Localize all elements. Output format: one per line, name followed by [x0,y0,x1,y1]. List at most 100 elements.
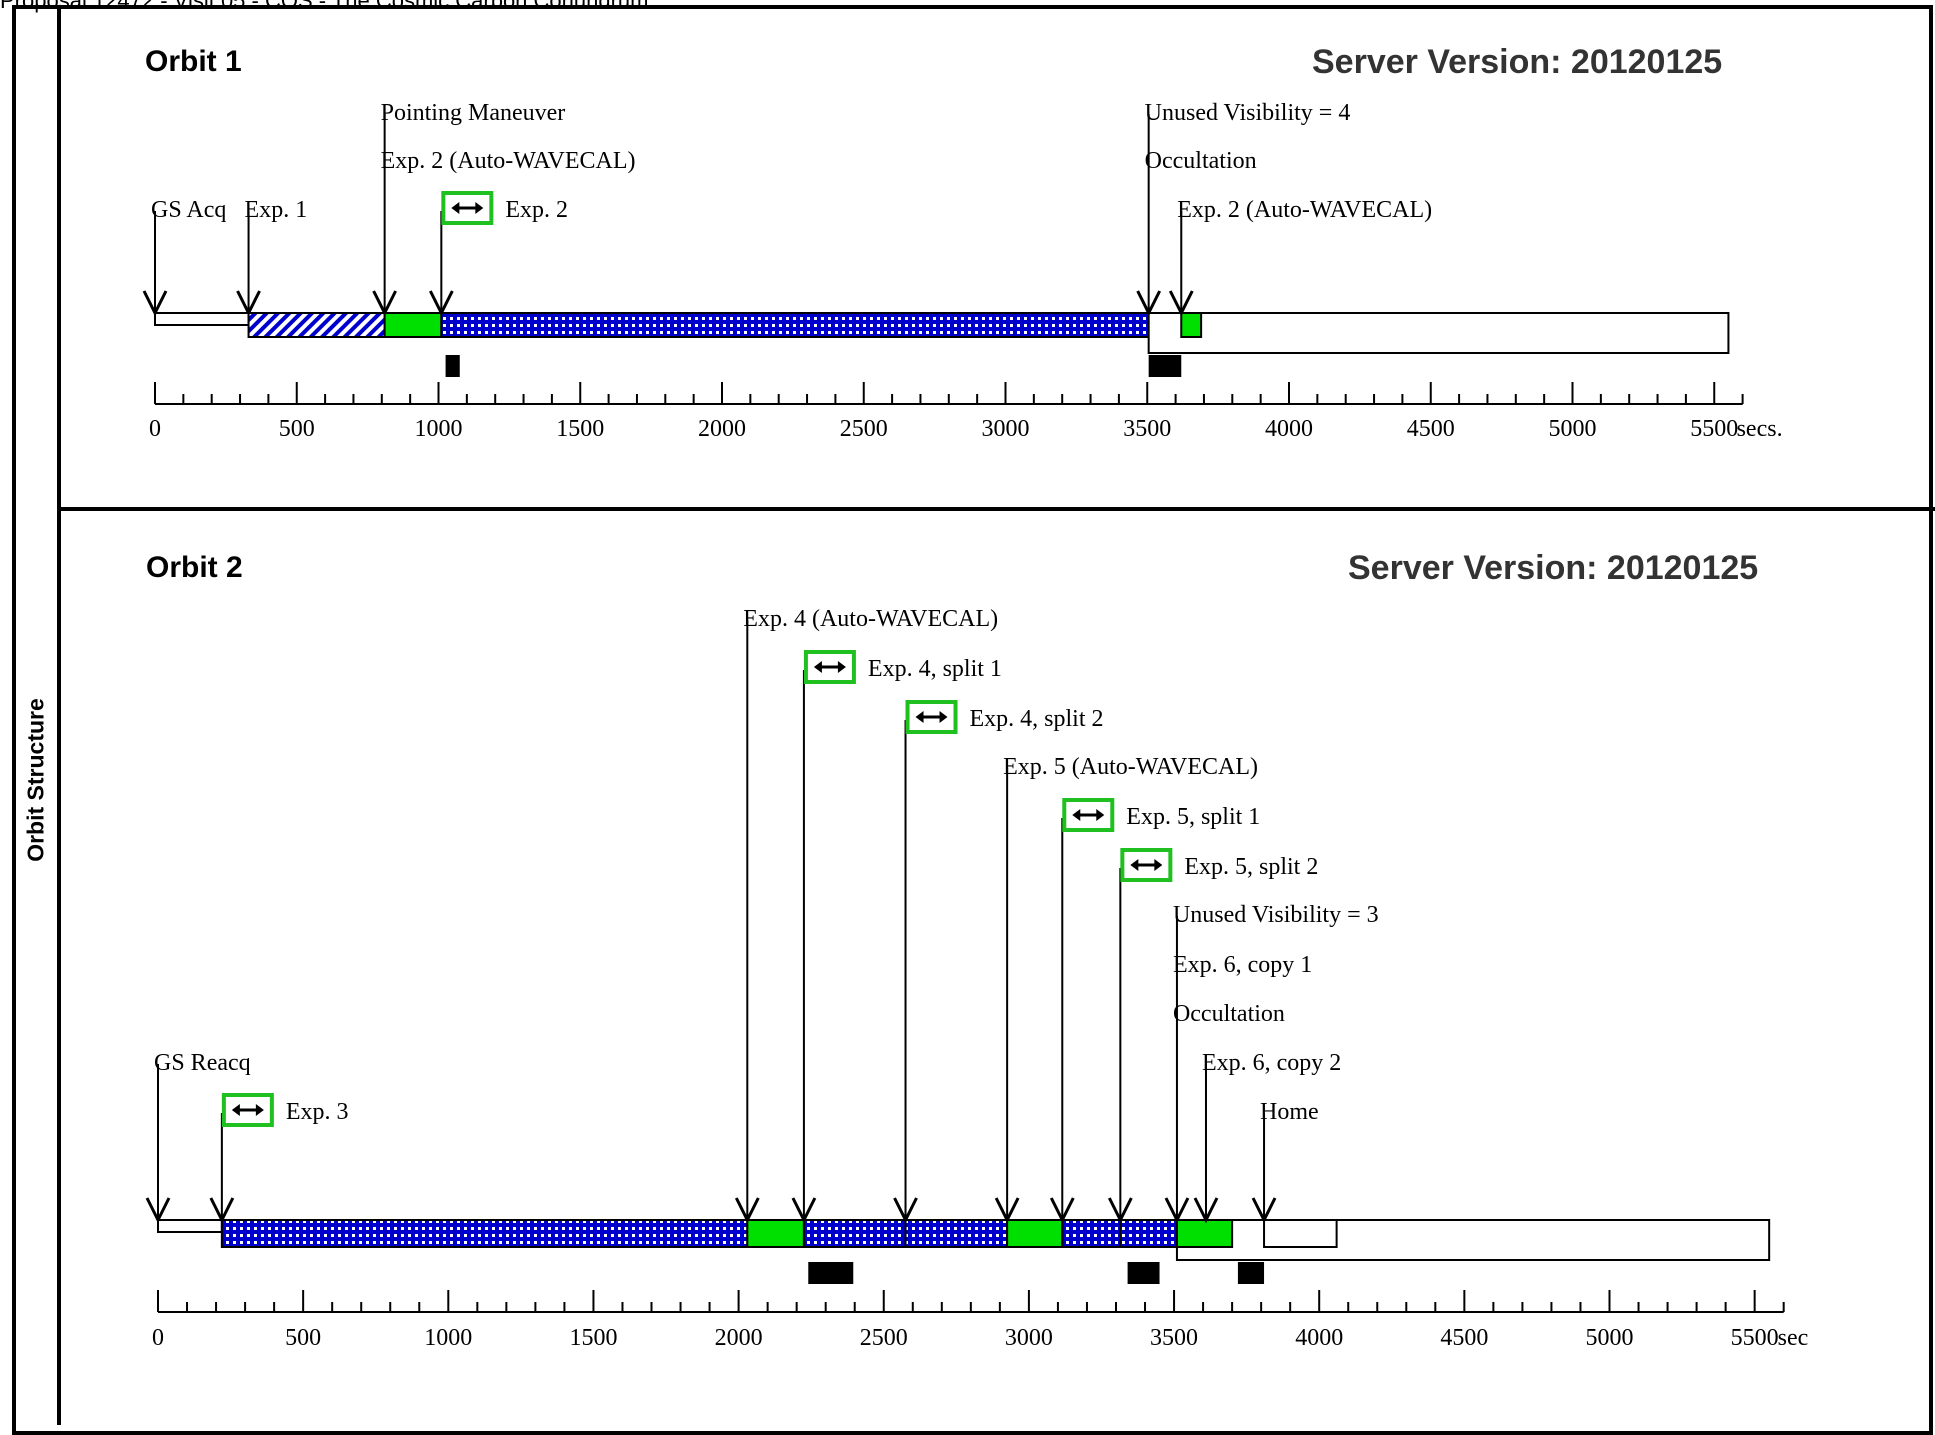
event-label: Exp. 4 (Auto-WAVECAL) [743,606,998,632]
tick-label: 5000 [1586,1325,1634,1351]
orbit-1-timeline: 0 500 1000 1500 2000 2500 3000 3500 4000 4500 5000… [142,100,1783,442]
split-arrow-left [1130,859,1139,871]
tick-label: 0 [152,1325,164,1351]
exposure-dotted-segment [1061,1219,1122,1248]
event-label: Pointing Maneuver [381,100,566,126]
event-label: Unused Visibility = 4 [1145,100,1351,126]
orbit-1-server-version: Server Version: 20120125 [1312,43,1723,81]
guide-star-hatched-segment [247,312,386,338]
event-label: Exp. 5, split 2 [1184,854,1318,880]
tick-label: 2500 [840,416,888,442]
wavecal-green-segment [383,312,443,338]
wavecal-green-segment [1006,1219,1064,1248]
event-arrow-icon [791,1197,817,1224]
overhead-block [1127,1262,1160,1284]
split-arrow-left [1072,809,1081,821]
tick-label: 1500 [556,416,604,442]
event-label: Exp. 6, copy 1 [1173,952,1312,978]
event-label: Home [1260,1099,1319,1125]
tick-label: 500 [279,416,315,442]
split-arrow-left [451,202,460,214]
event-label: Exp. 2 [505,197,568,223]
event-arrow-icon [372,290,397,317]
split-arrow-right [1096,809,1105,821]
exposure-dotted-segment [220,1219,749,1248]
split-arrow-right [939,711,948,723]
tick-label: 1500 [569,1325,617,1351]
tick-label: 1000 [415,416,463,442]
tick-label: 2000 [698,416,746,442]
unused-visibility-segment [1147,312,1730,354]
event-label: Exp. 2 (Auto-WAVECAL) [381,148,636,174]
axis-unit-label: sec [1778,1325,1809,1351]
event-arrow-icon [1168,290,1194,317]
orbit-1-title: Orbit 1 [145,45,242,78]
event-label: Exp. 3 [286,1099,349,1125]
idle-segment [154,312,250,326]
tick-label: 4500 [1407,416,1455,442]
event-arrow-icon [209,1197,235,1224]
event-arrow-icon [1251,1197,1277,1224]
event-label: Exp. 5 (Auto-WAVECAL) [1003,754,1258,780]
event-arrow-icon [994,1197,1020,1224]
event-label: Exp. 2 (Auto-WAVECAL) [1177,197,1432,223]
tick-label: 5500 [1690,416,1738,442]
overhead-block [808,1262,854,1284]
event-label: Exp. 1 [245,197,308,223]
tick-label: 3500 [1150,1325,1198,1351]
overhead-block [445,355,460,377]
wavecal-green-segment [1180,312,1203,338]
event-label: Exp. 5, split 1 [1126,804,1260,830]
idle-segment [157,1219,223,1233]
row-divider [57,507,1935,511]
exposure-dotted-segment [440,312,1150,338]
split-arrow-left [231,1104,240,1116]
split-arrow-right [837,661,846,673]
orbit-2-server-version: Server Version: 20120125 [1348,549,1759,587]
event-label: GS Acq [151,197,226,223]
event-arrow-icon [1136,290,1162,317]
event-label: GS Reacq [154,1050,251,1076]
event-arrow-icon [145,1197,171,1224]
tick-label: 2500 [860,1325,908,1351]
tick-label: 1000 [424,1325,472,1351]
tick-label: 500 [285,1325,321,1351]
event-arrow-icon [236,290,261,317]
split-arrow-left [915,711,924,723]
event-label: Occultation [1173,1001,1285,1027]
event-label: Unused Visibility = 3 [1173,902,1379,928]
tick-label: 4000 [1265,416,1313,442]
event-arrow-icon [1193,1197,1219,1224]
tick-label: 3000 [982,416,1030,442]
split-arrow-right [1154,859,1163,871]
axis-unit-label: secs. [1737,416,1783,442]
wavecal-green-segment [1175,1219,1234,1248]
exposure-dotted-segment [802,1219,907,1248]
event-label: Exp. 4, split 2 [970,706,1104,732]
event-arrow-icon [1108,1197,1133,1224]
wavecal-green-segment [746,1219,805,1248]
split-arrow-left [813,661,822,673]
split-arrow-right [255,1104,264,1116]
tick-label: 5500 [1731,1325,1779,1351]
tick-label: 0 [149,416,161,442]
tick-label: 5000 [1549,416,1597,442]
overhead-block [1148,355,1182,377]
exposure-dotted-segment [904,1219,1009,1248]
event-arrow-icon [734,1197,760,1224]
event-arrow-icon [428,290,454,317]
event-arrow-icon [142,290,168,317]
event-label: Exp. 4, split 1 [868,656,1002,682]
event-label: Occultation [1145,148,1257,174]
event-arrow-icon [893,1197,918,1224]
orbit-2-timeline: 0 500 1000 1500 2000 2500 3000 3500 4000 4500 5000… [145,606,1809,1351]
overhead-block [1237,1262,1265,1284]
tick-label: 4500 [1440,1325,1488,1351]
event-arrow-icon [1049,1197,1075,1224]
event-label: Exp. 6, copy 2 [1202,1050,1341,1076]
orbit-2-title: Orbit 2 [146,551,243,584]
exposure-dotted-segment [1119,1219,1178,1248]
event-arrow-icon [1164,1197,1190,1224]
home-segment [1263,1219,1338,1248]
